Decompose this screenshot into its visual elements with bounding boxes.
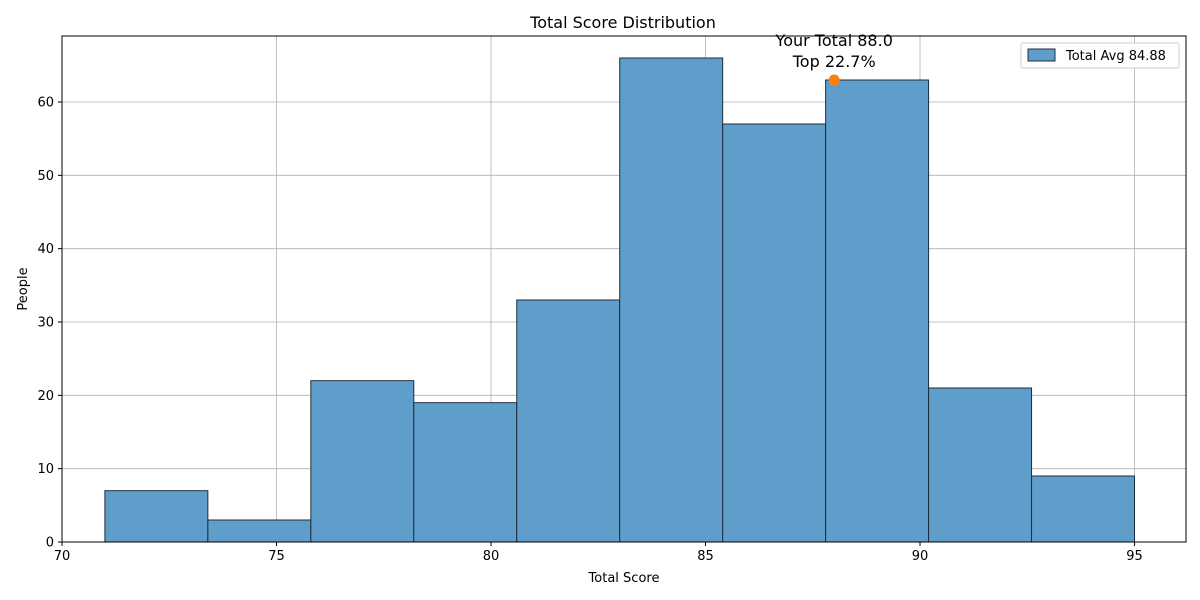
score-annotation: Your Total 88.0 Top 22.7%: [775, 31, 893, 86]
histogram-bar-9: [1031, 475, 1136, 543]
histogram-bar-6: [722, 123, 827, 543]
legend: Total Avg 84.88: [1020, 42, 1180, 69]
chart-title: Total Score Distribution: [529, 13, 716, 32]
legend-swatch: [1027, 48, 1056, 62]
y-tick-label-1: 10: [37, 462, 54, 477]
histogram-bar-1: [207, 519, 312, 543]
y-tick-label-3: 30: [37, 316, 54, 331]
x-tick-label-0: 70: [54, 549, 71, 564]
legend-label: Total Avg 84.88: [1065, 49, 1166, 64]
y-tick-label-6: 60: [37, 96, 54, 111]
annotation-total: Your Total 88.0: [775, 31, 893, 50]
histogram-bar-5: [619, 57, 724, 543]
histogram-bar-3: [413, 402, 518, 543]
x-tick-label-4: 90: [912, 549, 929, 564]
plot-frame: [61, 35, 1187, 543]
x-tick-label-3: 85: [697, 549, 714, 564]
x-tick-label-5: 95: [1126, 549, 1143, 564]
histogram-bar-4: [516, 299, 621, 543]
legend-box: [1020, 42, 1180, 69]
annotation-rank: Top 22.7%: [792, 52, 876, 71]
y-axis-label: People: [16, 267, 31, 310]
y-tick-label-5: 50: [37, 169, 54, 184]
your-score-marker: [828, 74, 840, 86]
y-tick-label-2: 20: [37, 389, 54, 404]
histogram-bar-2: [310, 380, 415, 543]
bars: [104, 57, 1136, 543]
x-tick-label-2: 80: [483, 549, 500, 564]
x-axis-label: Total Score: [588, 571, 660, 586]
y-axis-ticks: 0 10 20 30 40 50 60: [37, 96, 62, 551]
y-tick-label-4: 40: [37, 242, 54, 257]
histogram-bar-8: [928, 387, 1033, 543]
y-tick-label-0: 0: [46, 536, 54, 551]
histogram-bar-7: [825, 79, 930, 543]
x-tick-label-1: 75: [268, 549, 285, 564]
x-axis-ticks: 70 75 80 85 90 95: [54, 542, 1143, 564]
histogram-bar-0: [104, 490, 209, 543]
